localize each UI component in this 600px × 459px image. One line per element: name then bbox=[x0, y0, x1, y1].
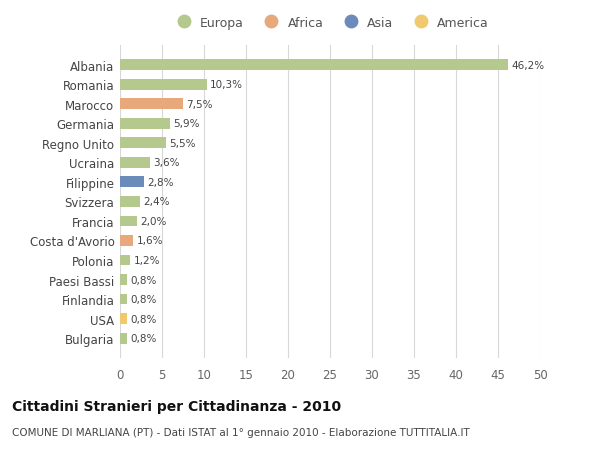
Text: 7,5%: 7,5% bbox=[187, 100, 213, 109]
Text: 5,9%: 5,9% bbox=[173, 119, 199, 129]
Bar bbox=[120, 118, 170, 129]
Text: 5,5%: 5,5% bbox=[170, 139, 196, 148]
Bar bbox=[120, 294, 127, 305]
Bar bbox=[120, 157, 150, 168]
Bar bbox=[120, 274, 127, 285]
Bar bbox=[120, 235, 133, 246]
Text: 0,8%: 0,8% bbox=[130, 295, 157, 304]
Text: Cittadini Stranieri per Cittadinanza - 2010: Cittadini Stranieri per Cittadinanza - 2… bbox=[12, 399, 341, 413]
Text: 46,2%: 46,2% bbox=[511, 61, 545, 70]
Text: 2,0%: 2,0% bbox=[140, 217, 167, 226]
Text: 0,8%: 0,8% bbox=[130, 275, 157, 285]
Bar bbox=[120, 138, 166, 149]
Text: 3,6%: 3,6% bbox=[154, 158, 180, 168]
Text: 1,6%: 1,6% bbox=[137, 236, 163, 246]
Legend: Europa, Africa, Asia, America: Europa, Africa, Asia, America bbox=[166, 11, 494, 34]
Bar bbox=[120, 79, 206, 90]
Text: 10,3%: 10,3% bbox=[210, 80, 243, 90]
Bar bbox=[120, 255, 130, 266]
Bar bbox=[120, 177, 143, 188]
Bar bbox=[120, 196, 140, 207]
Bar bbox=[120, 313, 127, 325]
Text: 2,4%: 2,4% bbox=[143, 197, 170, 207]
Text: 0,8%: 0,8% bbox=[130, 334, 157, 343]
Bar bbox=[120, 333, 127, 344]
Text: 1,2%: 1,2% bbox=[133, 256, 160, 265]
Text: COMUNE DI MARLIANA (PT) - Dati ISTAT al 1° gennaio 2010 - Elaborazione TUTTITALI: COMUNE DI MARLIANA (PT) - Dati ISTAT al … bbox=[12, 427, 470, 437]
Bar bbox=[120, 99, 183, 110]
Text: 0,8%: 0,8% bbox=[130, 314, 157, 324]
Bar bbox=[120, 216, 137, 227]
Bar bbox=[120, 60, 508, 71]
Text: 2,8%: 2,8% bbox=[147, 178, 173, 187]
